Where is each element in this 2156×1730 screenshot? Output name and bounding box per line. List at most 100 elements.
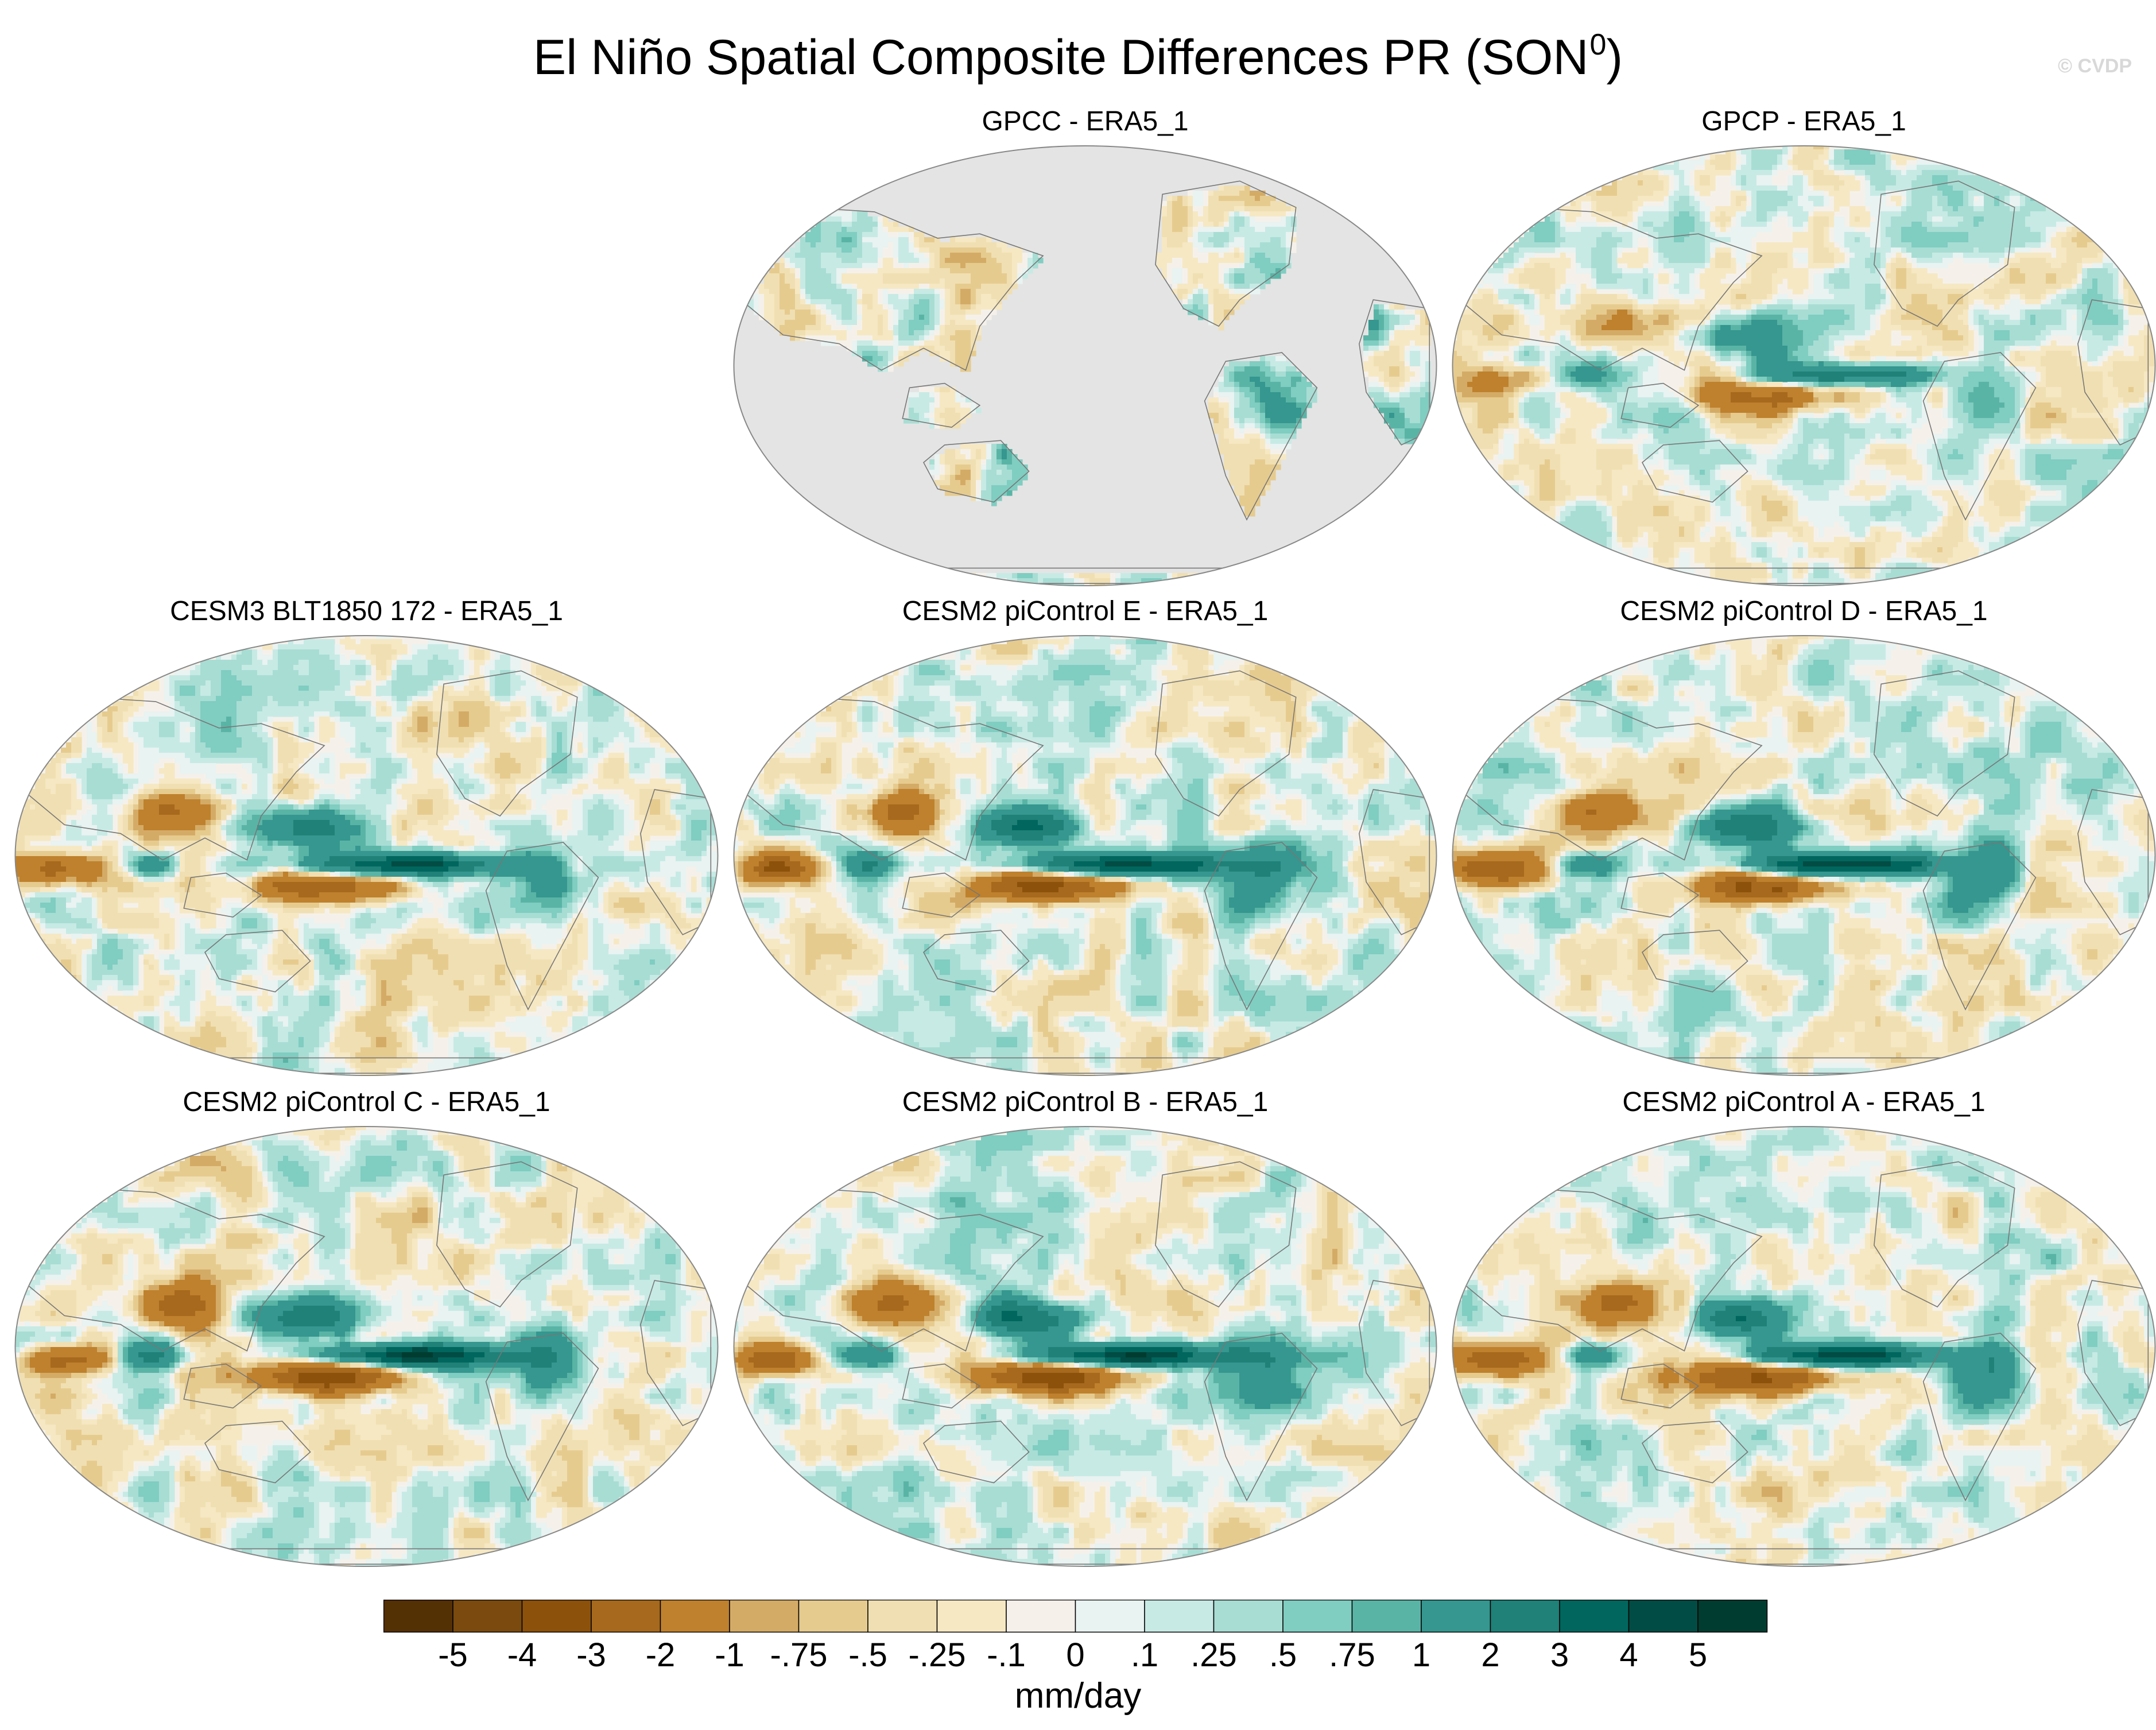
field-cell	[1793, 232, 1798, 238]
field-cell	[1622, 268, 1628, 274]
field-cell	[883, 309, 889, 315]
field-cell	[898, 253, 904, 258]
field-cell	[1596, 263, 1602, 269]
field-cell	[1844, 191, 1850, 196]
field-cell	[2097, 268, 2103, 274]
field-cell	[1007, 465, 1013, 470]
field-cell	[2020, 196, 2026, 202]
field-cell	[1379, 377, 1385, 382]
field-cell	[1027, 258, 1033, 264]
field-cell	[873, 247, 878, 253]
field-cell	[1177, 216, 1183, 222]
field-cell	[1534, 232, 1540, 238]
field-cell	[965, 325, 971, 331]
field-cell	[1762, 170, 1767, 176]
field-cell	[1927, 216, 1933, 222]
field-cell	[1244, 470, 1250, 475]
field-cell	[1787, 268, 1793, 274]
field-cell	[924, 397, 930, 403]
field-cell	[1229, 408, 1235, 413]
field-cell	[780, 284, 785, 289]
field-cell	[1239, 480, 1245, 486]
field-cell	[1260, 253, 1266, 258]
field-cell	[1296, 371, 1302, 377]
field-cell	[1188, 196, 1193, 202]
field-cell	[924, 309, 930, 315]
field-cell	[1808, 232, 1814, 238]
field-cell	[929, 268, 935, 274]
field-cell	[1684, 160, 1690, 165]
field-cell	[831, 268, 837, 274]
field-cell	[950, 289, 956, 295]
field-cell	[1855, 216, 1860, 222]
field-cell	[2103, 268, 2108, 274]
field-cell	[1208, 397, 1214, 403]
field-cell	[1115, 578, 1121, 584]
field-cell	[888, 284, 894, 289]
field-cell	[950, 284, 956, 289]
field-cell	[2015, 196, 2021, 202]
field-cell	[769, 289, 775, 295]
field-cell	[1917, 253, 1922, 258]
field-cell	[1751, 289, 1757, 295]
field-cell	[852, 284, 858, 289]
field-cell	[2025, 237, 2031, 243]
field-cell	[816, 294, 821, 300]
field-cell	[1720, 211, 1726, 217]
field-cell	[826, 304, 832, 310]
field-cell	[1219, 402, 1224, 408]
field-cell	[1368, 366, 1374, 372]
field-cell	[1550, 284, 1556, 289]
field-cell	[2097, 284, 2103, 289]
field-cell	[1002, 258, 1007, 264]
field-cell	[1824, 278, 1829, 284]
field-cell	[878, 284, 883, 289]
field-cell	[785, 294, 790, 300]
field-cell	[1405, 330, 1410, 336]
field-cell	[1689, 263, 1695, 269]
field-cell	[1948, 237, 1953, 243]
field-cell	[1172, 201, 1178, 207]
field-cell	[1818, 253, 1824, 258]
field-cell	[1917, 232, 1922, 238]
field-cell	[1731, 268, 1736, 274]
field-cell	[1865, 284, 1871, 289]
field-cell	[1219, 253, 1224, 258]
field-cell	[929, 330, 935, 336]
field-cell	[1198, 196, 1204, 202]
field-cell	[1229, 278, 1235, 284]
field-cell	[1679, 175, 1685, 181]
field-cell	[1167, 263, 1173, 269]
field-cell	[847, 278, 852, 284]
field-cell	[1870, 237, 1876, 243]
field-cell	[1643, 284, 1649, 289]
field-cell	[1891, 222, 1897, 227]
field-cell	[1984, 253, 1990, 258]
field-cell	[1927, 247, 1933, 253]
field-cell	[1715, 273, 1721, 279]
field-cell	[1219, 413, 1224, 419]
field-cell	[1839, 284, 1845, 289]
field-cell	[898, 237, 904, 243]
field-cell	[1808, 227, 1814, 233]
field-cell	[960, 449, 966, 455]
field-cell	[1540, 242, 1545, 248]
field-cell	[1622, 227, 1628, 233]
field-cell	[1162, 237, 1168, 243]
field-cell	[2056, 247, 2062, 253]
field-cell	[1399, 434, 1405, 439]
field-cell	[960, 470, 966, 475]
field-cell	[1607, 242, 1612, 248]
field-cell	[1167, 253, 1173, 258]
field-cell	[805, 253, 811, 258]
field-cell	[1849, 273, 1855, 279]
field-cell	[1275, 222, 1281, 227]
field-cell	[1694, 237, 1700, 243]
field-cell	[1260, 361, 1266, 367]
field-cell	[1638, 268, 1643, 274]
field-cell	[1203, 232, 1209, 238]
field-cell	[1793, 180, 1798, 186]
field-cell	[2015, 263, 2021, 269]
field-cell	[1260, 454, 1266, 460]
field-cell	[1818, 160, 1824, 165]
